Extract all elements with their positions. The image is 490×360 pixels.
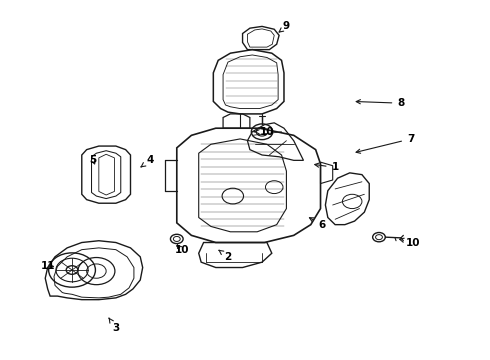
- Text: 10: 10: [254, 127, 274, 137]
- Text: 7: 7: [356, 134, 415, 153]
- Text: 11: 11: [40, 261, 55, 271]
- Text: 9: 9: [279, 21, 290, 32]
- Text: 3: 3: [109, 318, 120, 333]
- Text: 10: 10: [400, 238, 420, 248]
- Text: 10: 10: [174, 245, 189, 255]
- Text: 2: 2: [219, 250, 232, 262]
- Text: 6: 6: [309, 218, 326, 230]
- Text: 1: 1: [315, 162, 339, 172]
- Text: 4: 4: [141, 156, 154, 167]
- Text: 8: 8: [356, 98, 405, 108]
- Text: 5: 5: [89, 156, 97, 165]
